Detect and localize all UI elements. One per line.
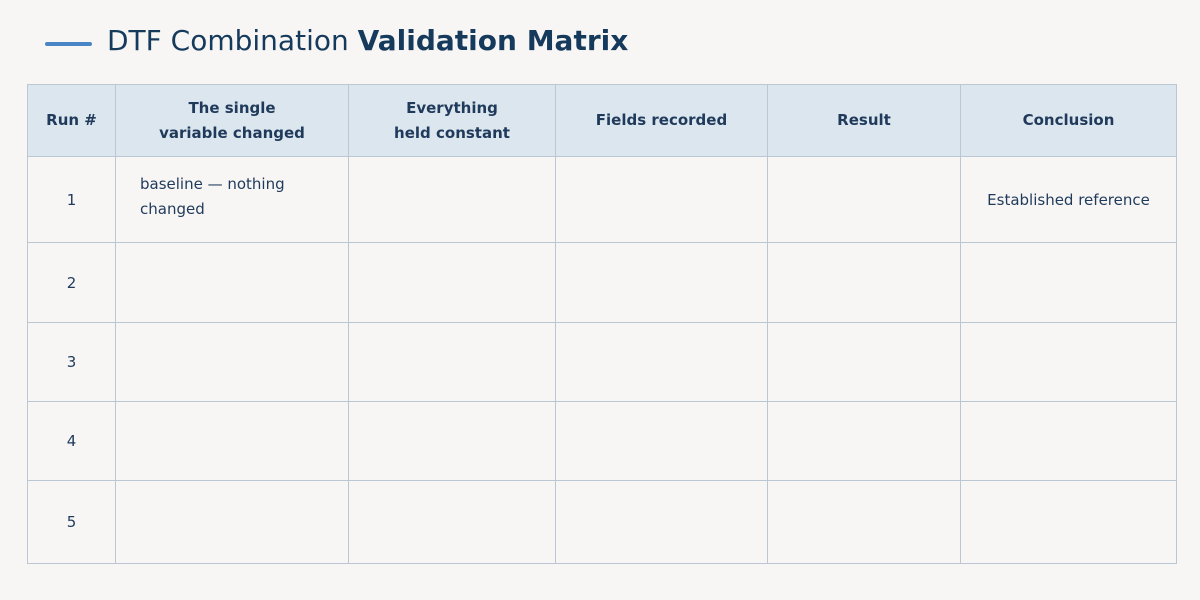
page-title: DTF Combination Validation Matrix [107, 24, 628, 57]
cell [960, 480, 1177, 564]
cell [555, 322, 768, 402]
title-bold: Validation Matrix [357, 24, 629, 57]
column-header: Conclusion [960, 84, 1177, 157]
column-header-text: Result [837, 111, 891, 129]
cell [555, 242, 768, 323]
cell [960, 322, 1177, 402]
cell-text: baseline — nothing changed [140, 175, 285, 218]
cell [555, 480, 768, 564]
cell-text: 2 [66, 273, 77, 292]
cell [115, 242, 349, 323]
column-header: Run # [27, 84, 116, 157]
cell [348, 156, 556, 243]
cell: 3 [27, 322, 116, 402]
table-row: 5 [27, 480, 1177, 564]
cell [555, 156, 768, 243]
cell: 1 [27, 156, 116, 243]
table-row: 3 [27, 322, 1177, 402]
column-header-text: The single variable changed [159, 98, 305, 142]
cell [767, 480, 961, 564]
column-header: Fields recorded [555, 84, 768, 157]
cell: 2 [27, 242, 116, 323]
cell: Established reference [960, 156, 1177, 243]
cell [348, 401, 556, 481]
column-header: Result [767, 84, 961, 157]
table-row: 2 [27, 242, 1177, 323]
cell: baseline — nothing changed [115, 156, 349, 243]
cell: 5 [27, 480, 116, 564]
column-header-text: Everything held constant [394, 98, 510, 142]
column-header: Everything held constant [348, 84, 556, 157]
column-header-text: Run # [46, 111, 97, 129]
header-row: Run # The single variable changed Everythi… [27, 84, 1177, 157]
cell [767, 322, 961, 402]
cell [960, 242, 1177, 323]
column-header-text: Conclusion [1022, 111, 1115, 129]
cell-text: 5 [66, 513, 77, 531]
cell [960, 401, 1177, 481]
cell [115, 480, 349, 564]
table-row: 4 [27, 401, 1177, 481]
cell [115, 401, 349, 481]
cell [555, 401, 768, 481]
title-accent [45, 42, 92, 46]
cell [767, 401, 961, 481]
cell-text: 4 [66, 432, 77, 450]
cell [348, 480, 556, 564]
title-regular: DTF Combination [107, 24, 349, 57]
cell [115, 322, 349, 402]
cell-text: 1 [66, 190, 77, 209]
column-header-text: Fields recorded [595, 111, 728, 129]
column-header: The single variable changed [115, 84, 349, 157]
cell [767, 242, 961, 323]
cell-text: 3 [66, 353, 77, 371]
cell [348, 242, 556, 323]
cell [767, 156, 961, 243]
cell [348, 322, 556, 402]
matrix-table: Run # The single variable changed Everythi… [27, 84, 1177, 564]
cell: 4 [27, 401, 116, 481]
cell-text: Established reference [987, 190, 1150, 209]
table-row: 1 baseline — nothing changed Established r… [27, 156, 1177, 243]
table-body: 1 baseline — nothing changed Established r… [27, 156, 1177, 564]
